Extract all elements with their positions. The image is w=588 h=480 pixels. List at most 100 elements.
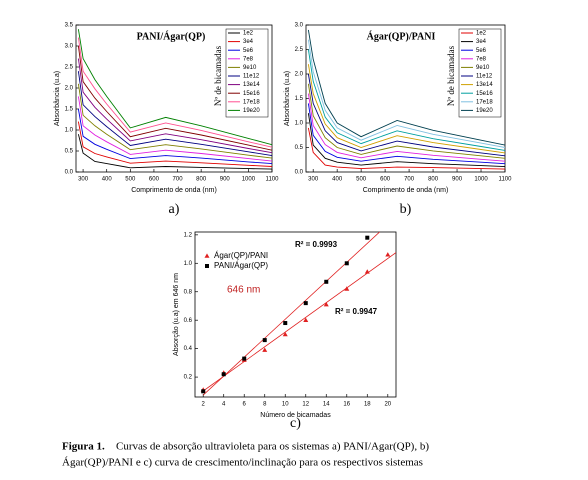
- y-tick-label: 1.5: [295, 96, 304, 102]
- y-tick-label: 3.0: [65, 44, 74, 50]
- point: [385, 252, 391, 257]
- point: [201, 389, 206, 394]
- y-tick-label: 0.8: [184, 289, 193, 295]
- legend-label: 19e20: [476, 108, 493, 114]
- x-tick-label: 400: [102, 177, 113, 183]
- legend-box: [225, 28, 269, 118]
- x-tick-label: 300: [78, 177, 89, 183]
- legend-label: 13e14: [476, 82, 493, 88]
- panel-label: a): [169, 202, 180, 217]
- x-axis-label: Comprimento de onda (nm): [363, 187, 449, 194]
- series-line: [77, 96, 272, 162]
- plot-frame: [194, 231, 397, 398]
- legend-box: [458, 28, 502, 118]
- y-tick-label: 0.6: [184, 318, 193, 324]
- series-line: [307, 64, 505, 154]
- x-axis-label: Número de bicamadas: [260, 412, 331, 419]
- legend-label: 7e8: [476, 56, 487, 62]
- y-tick-label: 1.0: [184, 261, 193, 267]
- series-line: [77, 45, 272, 151]
- annotation: 646 nm: [227, 285, 260, 296]
- trend-line: [202, 252, 396, 392]
- point: [324, 279, 329, 284]
- x-tick-label: 18: [364, 402, 371, 408]
- panel-label: c): [290, 416, 301, 431]
- x-tick-label: 1000: [474, 177, 488, 183]
- x-tick-label: 600: [149, 177, 160, 183]
- plot-frame: [75, 24, 273, 173]
- x-tick-label: 12: [302, 402, 309, 408]
- legend-label: 7e8: [243, 56, 254, 62]
- y-tick-label: 0.5: [295, 145, 304, 151]
- series-line: [77, 71, 272, 157]
- point: [242, 356, 247, 361]
- legend-label: 5e6: [243, 48, 254, 54]
- legend-label: 15e16: [243, 91, 260, 97]
- legend-marker: [204, 253, 210, 258]
- y-tick-label: 0.5: [65, 149, 74, 155]
- x-tick-label: 800: [428, 177, 439, 183]
- legend-title: Nº de bicamadas: [446, 45, 456, 106]
- point: [365, 235, 370, 240]
- x-tick-label: 20: [384, 402, 391, 408]
- x-tick-label: 500: [356, 177, 367, 183]
- y-tick-label: 0.4: [184, 346, 193, 352]
- y-tick-label: 3.0: [295, 23, 304, 29]
- legend-label: 19e20: [243, 108, 260, 114]
- legend-label: 1e2: [476, 31, 487, 37]
- legend-label: 17e18: [243, 99, 260, 105]
- series-line: [307, 103, 505, 165]
- point: [323, 301, 329, 307]
- y-tick-label: 1.2: [184, 232, 193, 238]
- series-line: [77, 134, 272, 170]
- caption-line: Ágar(QP)/PANI e c) curva de crescimento/…: [62, 457, 423, 469]
- legend-label: 13e14: [243, 82, 260, 88]
- trend-line: [202, 232, 381, 396]
- x-tick-label: 6: [243, 402, 247, 408]
- plot-area: [307, 29, 505, 170]
- x-tick-label: 8: [263, 402, 267, 408]
- legend-label: 15e16: [476, 91, 493, 97]
- legend-marker: [205, 264, 209, 268]
- legend-label: Ágar(QP)/PANI: [214, 251, 268, 260]
- y-tick-label: 1.0: [295, 121, 304, 127]
- x-tick-label: 600: [380, 177, 391, 183]
- x-tick-label: 800: [196, 177, 207, 183]
- chart-title: Ágar(QP)/PANI: [367, 30, 436, 42]
- point: [364, 269, 370, 274]
- point: [282, 331, 288, 337]
- legend-title: Nº de bicamadas: [213, 45, 223, 106]
- series-line: [77, 121, 272, 167]
- y-tick-label: 2.0: [65, 86, 74, 92]
- x-tick-label: 4: [222, 402, 226, 408]
- x-tick-label: 300: [308, 177, 319, 183]
- y-tick-label: 1.0: [65, 128, 74, 134]
- legend-label: 3e4: [476, 39, 487, 45]
- legend-label: 11e12: [243, 74, 260, 80]
- y-axis-label: Absorção (u.a) em 646 nm: [173, 273, 180, 356]
- series-line: [307, 39, 505, 148]
- legend-label: 9e10: [243, 65, 257, 71]
- x-tick-label: 700: [173, 177, 184, 183]
- fit-label: R² = 0.9947: [335, 307, 378, 316]
- y-tick-label: 3.5: [65, 23, 74, 29]
- y-tick-label: 0.2: [184, 375, 193, 381]
- point: [303, 317, 309, 322]
- point: [221, 372, 226, 377]
- x-tick-label: 900: [452, 177, 463, 183]
- fit-label: R² = 0.9993: [295, 240, 338, 249]
- x-tick-label: 2: [202, 402, 206, 408]
- x-tick-label: 1000: [242, 177, 256, 183]
- x-tick-label: 1100: [266, 177, 280, 183]
- legend-label: PANI/Ágar(QP): [214, 261, 268, 270]
- series-line: [307, 127, 505, 170]
- legend-label: 3e4: [243, 39, 254, 45]
- point: [303, 301, 308, 306]
- point: [344, 286, 350, 291]
- y-tick-label: 2.5: [65, 65, 74, 71]
- series-line: [307, 73, 505, 157]
- x-tick-label: 1100: [499, 177, 513, 183]
- y-tick-label: 0.0: [65, 170, 74, 176]
- series-line: [307, 113, 505, 168]
